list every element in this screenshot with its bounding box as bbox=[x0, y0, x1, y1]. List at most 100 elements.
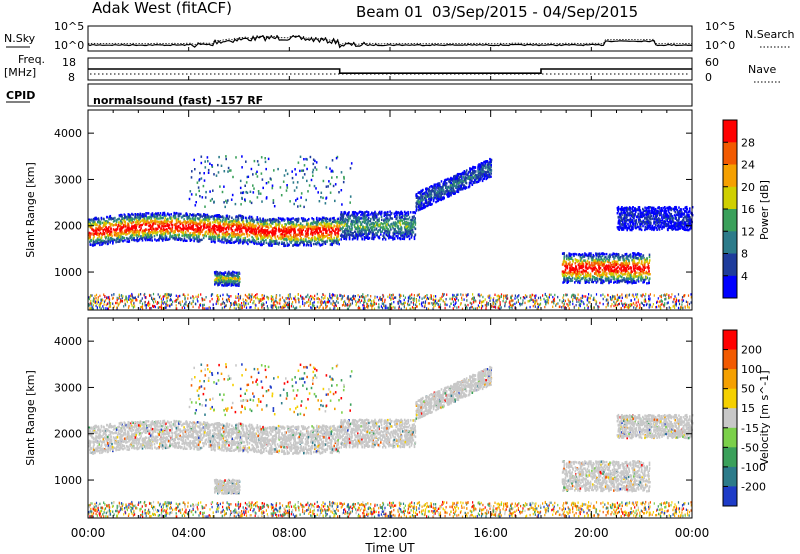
heatmap-cell bbox=[298, 243, 301, 246]
heatmap-cell bbox=[252, 225, 255, 229]
heatmap-cell bbox=[405, 220, 408, 224]
heatmap-cell bbox=[111, 239, 114, 242]
heatmap-cell bbox=[190, 214, 193, 217]
heatmap-cell bbox=[360, 210, 362, 214]
heatmap-cell bbox=[109, 230, 112, 233]
heatmap-cell bbox=[125, 228, 127, 231]
heatmap-cell bbox=[364, 230, 367, 234]
heatmap-cell bbox=[239, 224, 242, 227]
heatmap-cell bbox=[192, 234, 194, 238]
heatmap-cell bbox=[350, 233, 352, 237]
heatmap-cell bbox=[231, 235, 234, 239]
heatmap-cell bbox=[385, 233, 388, 237]
heatmap-cell bbox=[400, 210, 403, 213]
heatmap-cell bbox=[347, 229, 349, 233]
heatmap-cell bbox=[132, 213, 134, 217]
heatmap-cell bbox=[138, 216, 140, 219]
heatmap-cell bbox=[214, 241, 216, 244]
heatmap-cell bbox=[212, 228, 214, 231]
heatmap-cell bbox=[169, 235, 171, 238]
heatmap-cell bbox=[359, 229, 361, 232]
heatmap-cell bbox=[234, 223, 236, 226]
heatmap-cell bbox=[238, 222, 241, 225]
heatmap-cell bbox=[270, 236, 272, 240]
heatmap-cell bbox=[469, 167, 471, 171]
heatmap-cell bbox=[474, 176, 477, 179]
heatmap-cell bbox=[115, 219, 118, 222]
heatmap-cell bbox=[92, 232, 94, 235]
heatmap-cell bbox=[288, 229, 291, 232]
heatmap-cell bbox=[330, 226, 333, 230]
heatmap-cell bbox=[380, 211, 383, 215]
heatmap-cell bbox=[182, 231, 185, 235]
heatmap-cell bbox=[111, 223, 113, 226]
heatmap-cell bbox=[166, 238, 169, 241]
heatmap-cell bbox=[284, 223, 286, 226]
heatmap-cell bbox=[453, 178, 455, 181]
heatmap-cell bbox=[215, 225, 218, 228]
heatmap-cell bbox=[363, 211, 366, 214]
heatmap-cell bbox=[265, 225, 267, 228]
heatmap-cell bbox=[317, 234, 319, 237]
heatmap-cell bbox=[145, 214, 147, 217]
heatmap-cell bbox=[284, 234, 286, 237]
heatmap-cell bbox=[356, 230, 359, 233]
heatmap-cell bbox=[410, 224, 412, 227]
heatmap-cell bbox=[633, 259, 635, 262]
heatmap-cell bbox=[95, 227, 97, 230]
heatmap-cell bbox=[259, 222, 262, 226]
heatmap-cell bbox=[155, 215, 158, 218]
heatmap-cell bbox=[147, 212, 149, 215]
heatmap-cell bbox=[89, 240, 91, 243]
heatmap-cell bbox=[252, 237, 255, 240]
heatmap-cell bbox=[452, 188, 455, 192]
heatmap-cell bbox=[103, 224, 105, 227]
heatmap-cell bbox=[97, 221, 99, 224]
heatmap-cell bbox=[338, 221, 340, 224]
heatmap-cell bbox=[354, 214, 356, 217]
heatmap-cell bbox=[105, 236, 107, 239]
heatmap-cell bbox=[248, 234, 251, 237]
heatmap-cell bbox=[446, 178, 448, 181]
heatmap-cell bbox=[377, 235, 380, 239]
noise-tick-bottom-left: 10^0 bbox=[54, 39, 84, 52]
heatmap-cell bbox=[161, 236, 164, 239]
heatmap-cell bbox=[477, 180, 480, 183]
heatmap-cell bbox=[410, 218, 413, 221]
heatmap-cell bbox=[226, 215, 228, 219]
heatmap-cell bbox=[355, 227, 357, 230]
heatmap-cell bbox=[307, 224, 309, 227]
heatmap-cell bbox=[107, 220, 109, 224]
heatmap-cell bbox=[379, 226, 382, 229]
heatmap-cell bbox=[103, 221, 105, 224]
heatmap-cell bbox=[232, 272, 234, 275]
heatmap-cell bbox=[385, 220, 388, 224]
heatmap-cell bbox=[440, 191, 443, 194]
heatmap-cell bbox=[182, 228, 185, 231]
heatmap-cell bbox=[236, 223, 238, 226]
heatmap-cell bbox=[147, 216, 149, 219]
heatmap-cell bbox=[295, 223, 298, 226]
heatmap-cell bbox=[159, 212, 162, 215]
heatmap-cell bbox=[239, 239, 242, 242]
heatmap-cell bbox=[107, 240, 110, 243]
heatmap-cell bbox=[153, 227, 155, 231]
heatmap-cell bbox=[131, 227, 134, 230]
heatmap-cell bbox=[236, 224, 239, 228]
heatmap-cell bbox=[397, 225, 400, 228]
heatmap-cell bbox=[151, 239, 153, 242]
heatmap-cell bbox=[185, 239, 187, 242]
heatmap-cell bbox=[290, 225, 292, 228]
heatmap-cell bbox=[204, 223, 206, 226]
heatmap-cell bbox=[267, 232, 269, 235]
heatmap-cell bbox=[292, 217, 294, 220]
heatmap-cell bbox=[93, 223, 96, 226]
heatmap-cell bbox=[102, 230, 105, 233]
heatmap-cell bbox=[246, 235, 249, 238]
heatmap-cell bbox=[299, 233, 301, 236]
heatmap-cell bbox=[407, 218, 409, 221]
heatmap-cell bbox=[407, 210, 409, 214]
heatmap-cell bbox=[311, 238, 313, 241]
heatmap-cell bbox=[311, 236, 314, 239]
heatmap-cell bbox=[400, 227, 403, 230]
